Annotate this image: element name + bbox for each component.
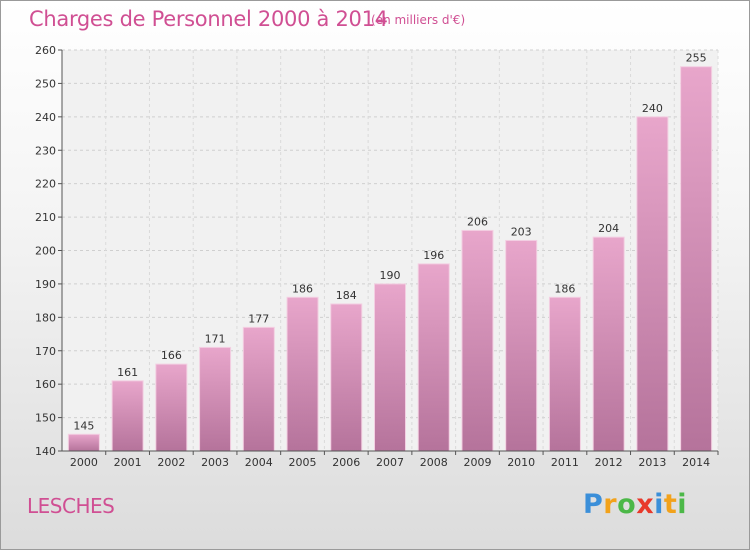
- y-tick-label: 240: [35, 111, 56, 124]
- logo-letter: x: [636, 489, 655, 520]
- data-label: 145: [73, 419, 94, 432]
- bar: [242, 326, 275, 452]
- x-tick-label: 2005: [289, 456, 317, 469]
- y-tick-label: 170: [35, 345, 56, 358]
- x-tick-label: 2000: [70, 456, 98, 469]
- x-tick-label: 2008: [420, 456, 448, 469]
- x-tick-label: 2013: [638, 456, 666, 469]
- data-label: 166: [161, 349, 182, 362]
- y-tick-label: 140: [35, 445, 56, 458]
- data-label: 186: [554, 282, 575, 295]
- y-tick-label: 260: [35, 44, 56, 57]
- chart-subtitle: (en milliers d'€): [371, 13, 466, 27]
- x-tick-label: 2007: [376, 456, 404, 469]
- x-tick-label: 2006: [332, 456, 360, 469]
- bar: [330, 303, 363, 452]
- data-label: 255: [686, 52, 707, 65]
- logo-letter: r: [603, 489, 618, 520]
- x-tick-label: 2012: [595, 456, 623, 469]
- logo-letter: i: [654, 489, 664, 520]
- data-label: 177: [248, 312, 269, 325]
- y-tick-label: 220: [35, 178, 56, 191]
- bar: [680, 66, 713, 452]
- bar: [286, 296, 319, 452]
- data-label: 196: [423, 249, 444, 262]
- x-tick-label: 2010: [507, 456, 535, 469]
- data-label: 161: [117, 366, 138, 379]
- logo-letter: o: [617, 489, 637, 520]
- y-tick-label: 190: [35, 278, 56, 291]
- x-tick-label: 2009: [463, 456, 491, 469]
- y-tick-label: 250: [35, 77, 56, 90]
- x-tick-label: 2011: [551, 456, 579, 469]
- bar: [461, 229, 494, 452]
- bar: [67, 433, 100, 452]
- data-label: 190: [380, 269, 401, 282]
- logo-letter: t: [663, 489, 678, 520]
- data-label: 203: [511, 225, 532, 238]
- y-tick-label: 230: [35, 144, 56, 157]
- bar: [548, 296, 581, 452]
- y-tick-label: 160: [35, 378, 56, 391]
- bar: [155, 363, 188, 452]
- logo-letter: i: [677, 489, 688, 520]
- logo-letter: P: [583, 489, 604, 520]
- y-tick-label: 150: [35, 412, 56, 425]
- x-tick-label: 2014: [682, 456, 710, 469]
- bars: 145 161 166 171 177 186 184 190 196 206 203 186 204 2…: [67, 52, 713, 452]
- chart-title: Charges de Personnel 2000 à 2014: [29, 7, 388, 31]
- bar: [636, 116, 669, 452]
- bar: [505, 239, 538, 452]
- proxiti-logo: Proxiti: [583, 489, 687, 520]
- y-tick-label: 210: [35, 211, 56, 224]
- data-label: 240: [642, 102, 663, 115]
- data-label: 184: [336, 289, 357, 302]
- bar: [374, 283, 406, 452]
- x-tick-label: 2001: [114, 456, 142, 469]
- y-tick-label: 180: [35, 311, 56, 324]
- place-name: LESCHES: [27, 494, 115, 518]
- x-tick-label: 2002: [157, 456, 185, 469]
- data-label: 186: [292, 282, 313, 295]
- bar: [417, 263, 450, 452]
- data-label: 206: [467, 215, 488, 228]
- y-tick-label: 200: [35, 245, 56, 258]
- x-tick-label: 2003: [201, 456, 229, 469]
- bar: [199, 346, 232, 452]
- x-tick-label: 2004: [245, 456, 273, 469]
- data-label: 171: [205, 332, 226, 345]
- axes: 140 150 160 170 180 190 200 210 220 230 240 250 260 2…: [35, 44, 719, 469]
- bar: [592, 236, 625, 452]
- bar: [111, 380, 144, 452]
- data-label: 204: [598, 222, 619, 235]
